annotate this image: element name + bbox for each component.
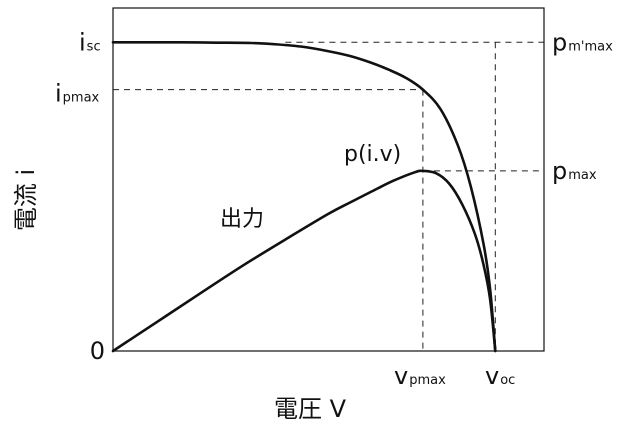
power-label: 出力 <box>220 207 264 232</box>
power-curve-label: p(i.v) <box>344 142 401 167</box>
y-tick-ipmax: ipmax <box>55 80 100 108</box>
y-right-tick-pmmax: pm'max <box>552 28 613 56</box>
x-tick-voc: voc <box>485 362 515 390</box>
y-axis-title: 電流 i <box>12 169 40 231</box>
x-tick-vpmax: vpmax <box>394 362 446 390</box>
y-tick-isc: isc <box>79 28 101 56</box>
x-axis-title: 電圧 V <box>274 395 347 423</box>
plot-frame <box>112 7 545 352</box>
guide-lines <box>113 41 544 351</box>
curves <box>111 40 497 353</box>
tick-labels: 0 isc ipmax pm'max pmax vpmax voc <box>55 28 613 390</box>
current-curve <box>111 40 497 353</box>
y-tick-0: 0 <box>90 337 105 365</box>
y-right-tick-pmax: pmax <box>552 157 597 185</box>
power-curve <box>111 169 497 353</box>
